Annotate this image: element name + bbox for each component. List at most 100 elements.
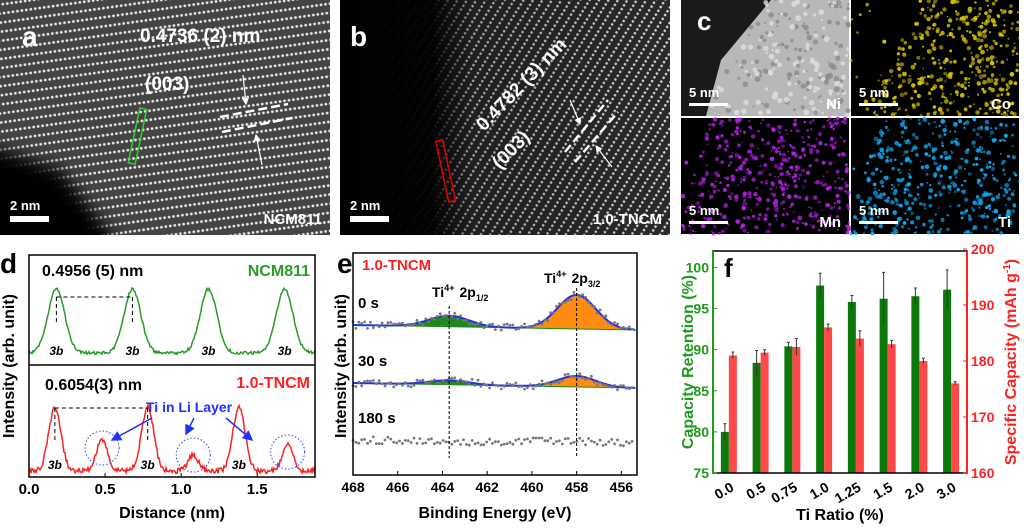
element-signal xyxy=(994,0,998,2)
element-signal xyxy=(864,225,868,229)
element-signal xyxy=(927,122,931,125)
element-signal xyxy=(951,180,956,185)
element-signal xyxy=(1009,177,1011,180)
element-signal xyxy=(960,183,964,187)
element-signal xyxy=(731,178,735,182)
element-signal xyxy=(948,175,952,180)
data-point xyxy=(610,323,614,327)
data-point xyxy=(540,379,544,383)
element-signal xyxy=(891,187,894,190)
ni-texture xyxy=(828,89,833,95)
data-point xyxy=(357,441,361,445)
element-signal xyxy=(884,175,889,181)
element-signal xyxy=(949,93,952,96)
element-signal xyxy=(958,119,962,123)
element-signal xyxy=(1008,187,1012,191)
element-signal xyxy=(841,120,845,124)
element-signal xyxy=(780,223,785,228)
element-signal xyxy=(889,69,894,74)
element-signal xyxy=(712,117,718,122)
element-signal xyxy=(747,196,750,198)
element-signal xyxy=(806,195,809,198)
element-signal xyxy=(850,18,854,21)
element-signal xyxy=(813,213,818,218)
element-signal xyxy=(830,138,834,142)
ni-texture xyxy=(822,26,826,30)
data-point xyxy=(497,440,500,443)
element-signal xyxy=(946,23,951,28)
element-signal xyxy=(945,125,947,128)
element-signal xyxy=(911,32,916,36)
element-signal xyxy=(933,48,936,51)
ni-texture xyxy=(846,6,850,11)
data-point xyxy=(424,441,428,445)
ni-texture xyxy=(754,59,760,64)
element-signal xyxy=(902,52,907,57)
element-signal xyxy=(798,130,801,133)
element-signal xyxy=(945,97,948,100)
element-signal xyxy=(929,146,932,149)
element-signal xyxy=(721,124,724,127)
element-signal xyxy=(712,190,717,194)
element-signal xyxy=(697,211,700,214)
element-signal xyxy=(908,175,912,179)
element-signal xyxy=(698,194,701,197)
data-point xyxy=(514,438,518,442)
element-signal xyxy=(938,124,941,128)
ni-texture xyxy=(794,70,800,76)
element-signal xyxy=(835,116,840,121)
element-signal xyxy=(977,59,982,64)
element-signal xyxy=(929,98,932,100)
element-signal xyxy=(954,130,957,133)
data-point xyxy=(467,382,471,386)
element-signal xyxy=(930,42,935,47)
element-signal xyxy=(903,150,908,155)
element-signal xyxy=(930,16,933,19)
data-point xyxy=(595,383,599,386)
element-signal xyxy=(680,193,686,199)
ni-texture xyxy=(819,100,822,104)
element-signal xyxy=(918,0,922,3)
element-signal xyxy=(985,64,989,69)
data-point xyxy=(581,439,585,443)
element-signal xyxy=(990,87,995,93)
element-signal xyxy=(982,34,987,39)
element-signal xyxy=(786,187,789,190)
data-point xyxy=(488,437,491,441)
element-signal xyxy=(922,45,925,48)
element-signal xyxy=(881,83,884,86)
element-signal xyxy=(923,14,927,18)
ni-texture xyxy=(845,108,851,114)
element-signal xyxy=(817,131,823,137)
y-axis-label-left: Capacity Retention (%) xyxy=(680,275,697,449)
data-point xyxy=(520,385,523,388)
spacing-annotation: 0.4956 (5) nm xyxy=(42,263,143,280)
element-signal xyxy=(826,171,828,174)
element-signal xyxy=(808,164,812,168)
element-signal xyxy=(752,214,756,218)
element-signal xyxy=(881,210,884,213)
element-signal xyxy=(909,159,913,164)
element-signal xyxy=(941,92,945,96)
data-point xyxy=(488,323,491,326)
data-point xyxy=(549,436,553,440)
element-signal xyxy=(910,220,915,225)
ni-texture xyxy=(744,69,748,73)
element-signal xyxy=(983,69,986,73)
element-signal xyxy=(931,224,935,227)
x-tick-label: 468 xyxy=(341,479,365,495)
element-signal xyxy=(943,71,947,76)
data-point xyxy=(622,444,625,448)
data-point xyxy=(523,387,526,391)
element-signal xyxy=(741,203,745,206)
element-signal xyxy=(992,177,997,181)
element-signal xyxy=(723,203,728,208)
element-signal xyxy=(885,150,889,153)
element-signal xyxy=(1003,114,1005,116)
element-signal xyxy=(849,58,853,63)
element-signal xyxy=(999,44,1003,48)
element-signal xyxy=(975,132,980,137)
data-point xyxy=(462,438,465,442)
element-signal xyxy=(682,228,686,231)
element-signal xyxy=(768,223,772,226)
